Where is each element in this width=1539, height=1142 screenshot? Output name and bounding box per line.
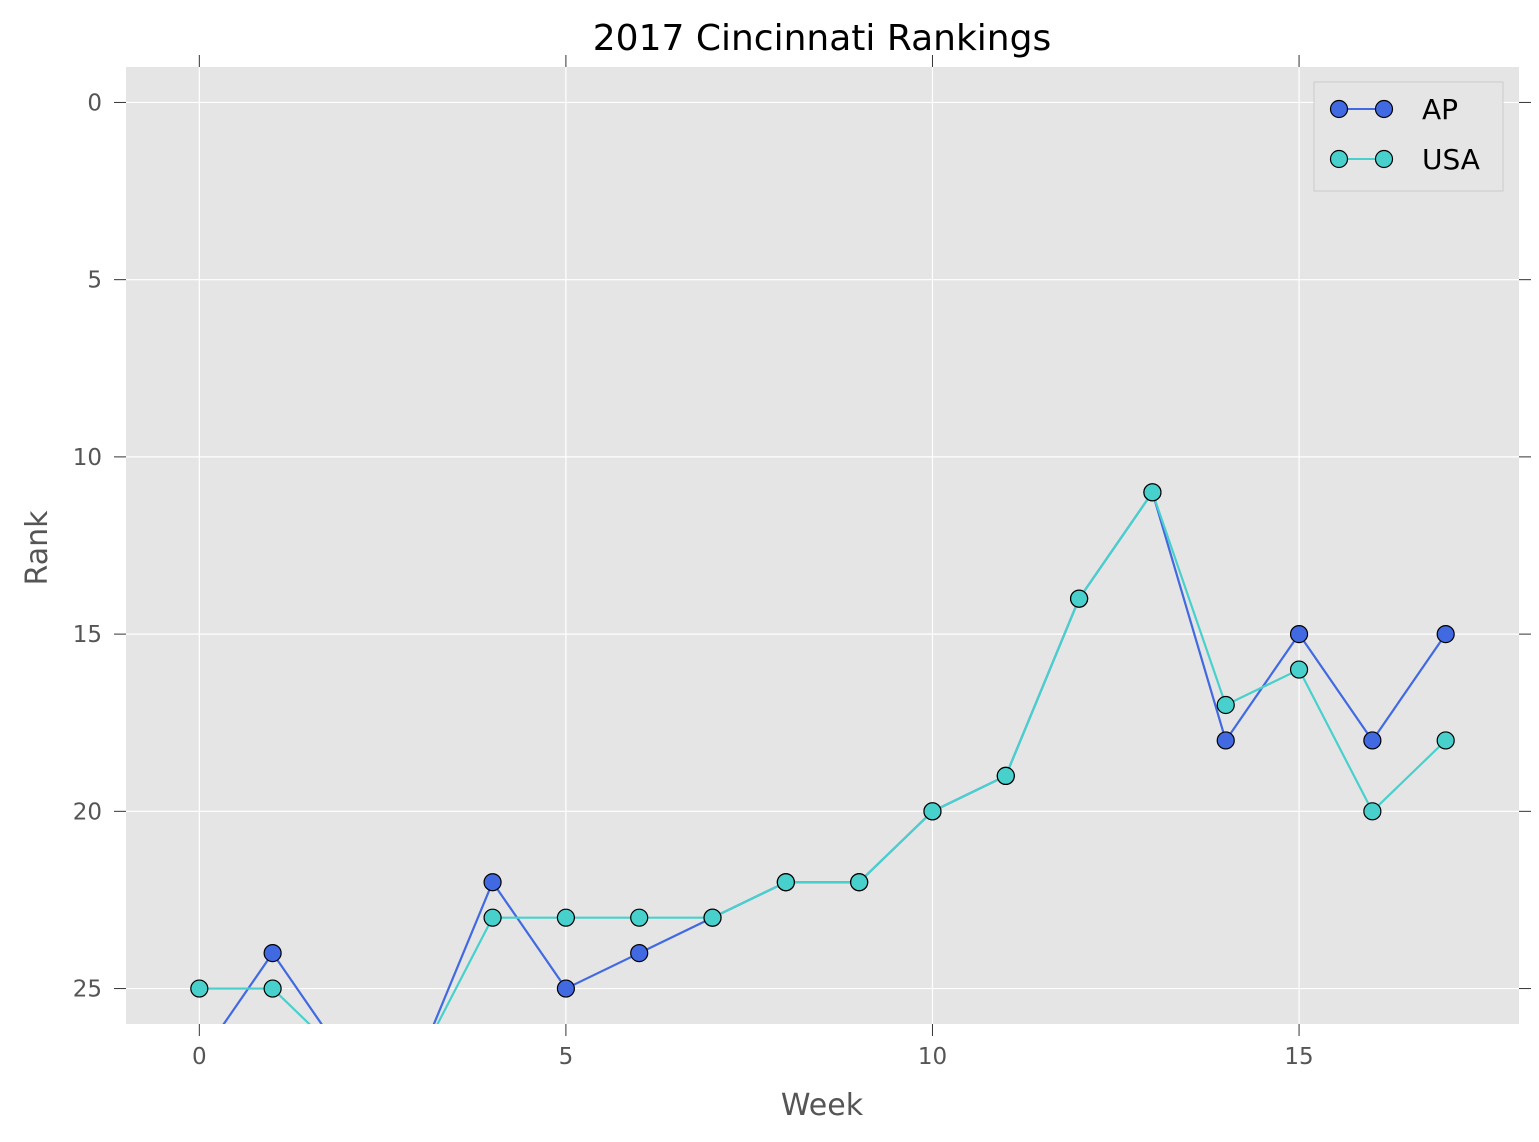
y-tick-label: 20 <box>73 799 102 825</box>
data-point-ap <box>1436 625 1455 644</box>
data-point-usa <box>337 1051 354 1068</box>
data-point-usa <box>1436 731 1455 750</box>
x-tick-label: 15 <box>1284 1044 1313 1070</box>
data-point-usa <box>1363 802 1382 821</box>
y-tick-labels: 0 5 10 15 20 25 <box>73 90 102 1002</box>
legend-label-usa: USA <box>1422 143 1480 176</box>
grid-lines <box>126 67 1519 1024</box>
x-tick-label: 0 <box>192 1044 207 1070</box>
data-point-usa <box>776 873 795 892</box>
data-point-ap <box>263 944 282 963</box>
axis-ticks <box>114 55 1531 1036</box>
y-tick-label: 10 <box>73 445 102 471</box>
data-point-usa <box>556 908 575 927</box>
data-point-ap <box>1363 731 1382 750</box>
data-point-ap <box>337 1051 354 1068</box>
data-point-usa <box>1070 589 1089 608</box>
data-point-ap <box>411 1051 428 1068</box>
series-points <box>190 483 1455 1068</box>
data-point-usa <box>411 1051 428 1068</box>
data-point-usa <box>630 908 649 927</box>
data-point-ap <box>1289 625 1309 644</box>
data-point-usa <box>1143 483 1162 502</box>
data-point-usa <box>923 802 942 821</box>
legend: AP USA <box>1313 81 1504 192</box>
y-tick-label: 5 <box>87 268 102 294</box>
legend-marker-ap <box>1374 99 1394 119</box>
y-tick-label: 15 <box>73 622 102 648</box>
x-tick-label: 5 <box>559 1044 574 1070</box>
data-point-usa <box>703 908 722 927</box>
legend-marker-usa <box>1374 149 1394 169</box>
data-point-ap <box>556 979 575 998</box>
legend-label-ap: AP <box>1422 93 1458 126</box>
series-line-usa <box>199 491 1447 1024</box>
data-point-usa <box>483 908 502 927</box>
y-axis-label: Rank <box>20 510 55 586</box>
chart-title: 2017 Cincinnati Rankings <box>593 18 1051 59</box>
data-point-usa <box>263 979 282 998</box>
data-point-ap <box>483 873 502 892</box>
y-tick-label: 25 <box>73 977 102 1003</box>
x-tick-labels: 0 5 10 15 <box>192 1044 1314 1070</box>
plot-background <box>126 67 1519 1024</box>
data-point-ap <box>1216 731 1235 750</box>
data-point-usa <box>850 873 869 892</box>
legend-marker-ap <box>1329 99 1349 119</box>
series-lines <box>199 491 1447 1024</box>
data-point-usa <box>1216 695 1235 715</box>
data-point-usa <box>1289 660 1309 679</box>
x-axis-label: Week <box>781 1088 864 1123</box>
data-point-ap <box>630 944 649 963</box>
x-tick-label: 10 <box>918 1044 947 1070</box>
y-tick-label: 0 <box>87 90 102 116</box>
data-point-usa <box>996 766 1015 785</box>
legend-box <box>1313 81 1504 192</box>
legend-marker-usa <box>1329 149 1349 169</box>
data-point-usa <box>190 979 209 998</box>
